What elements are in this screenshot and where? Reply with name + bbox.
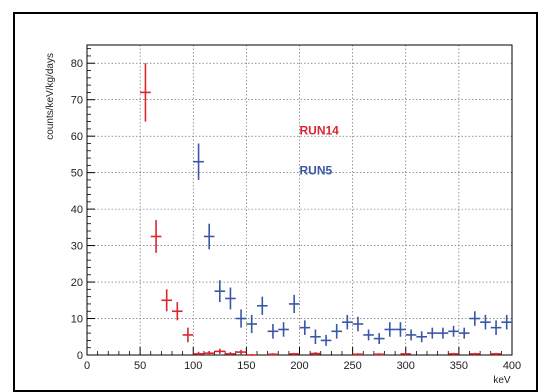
y-tick-label: 0 — [77, 350, 83, 362]
x-tick-label: 200 — [290, 360, 308, 372]
data-point — [278, 322, 289, 337]
data-point — [469, 352, 481, 355]
data-point — [214, 348, 226, 354]
x-tick-label: 50 — [134, 360, 146, 372]
data-point — [214, 280, 226, 303]
data-point — [400, 352, 412, 355]
data-point — [225, 287, 236, 310]
series-run14 — [140, 63, 502, 356]
y-tick-label: 10 — [71, 314, 83, 326]
x-tick-label: 250 — [343, 360, 361, 372]
x-tick-label: 400 — [503, 360, 521, 372]
data-point — [352, 353, 364, 356]
y-axis-label: counts/keV/kg/days — [45, 53, 56, 140]
data-point — [288, 352, 300, 355]
data-point — [331, 324, 342, 339]
data-point — [225, 352, 236, 355]
data-point — [267, 324, 279, 339]
data-point — [490, 352, 502, 355]
data-point — [395, 322, 406, 337]
y-tick-label: 70 — [71, 95, 83, 107]
data-point — [427, 327, 438, 339]
data-point — [458, 327, 470, 339]
chart-plot: 0 50 100 150 200 250 300 350 400 0 10 20 30 40 50 60 70 8… — [45, 44, 521, 386]
data-point — [235, 309, 247, 328]
x-tick-label: 150 — [237, 360, 255, 372]
x-tick-label: 350 — [450, 360, 468, 372]
data-layer — [140, 63, 512, 356]
y-tick-label: 40 — [71, 204, 83, 216]
data-point — [342, 314, 353, 330]
x-tick-label: 0 — [84, 360, 90, 372]
data-point — [246, 353, 257, 356]
x-tick-label: 300 — [397, 360, 415, 372]
data-point — [320, 334, 332, 346]
data-point — [310, 329, 321, 345]
data-point — [203, 350, 215, 355]
data-point — [246, 314, 257, 334]
data-point — [193, 143, 204, 180]
data-point — [161, 289, 172, 312]
y-tick-label: 50 — [71, 168, 83, 180]
data-point — [150, 220, 162, 253]
data-point — [140, 63, 151, 122]
data-point — [193, 351, 204, 355]
data-point — [416, 331, 427, 343]
data-point — [373, 333, 385, 345]
grid — [86, 45, 513, 356]
series-run5 — [193, 143, 512, 346]
data-point — [352, 316, 364, 332]
legend-run5: RUN5 — [300, 163, 333, 177]
data-point — [501, 314, 512, 330]
chart-frame: 0 50 100 150 200 250 300 350 400 0 10 20 30 40 50 60 70 8… — [13, 12, 538, 392]
data-point — [182, 327, 194, 343]
data-point — [257, 296, 268, 315]
data-point — [384, 322, 396, 337]
data-point — [448, 352, 459, 355]
x-axis-label: keV — [493, 375, 511, 386]
data-point — [310, 352, 321, 355]
data-point — [235, 349, 247, 355]
axis-ticks: 0 50 100 150 200 250 300 350 400 0 10 20 30 40 50 60 70 8… — [71, 48, 521, 372]
y-tick-label: 20 — [71, 277, 83, 289]
y-tick-label: 80 — [71, 58, 83, 70]
data-point — [490, 320, 502, 335]
data-point — [203, 223, 215, 250]
data-point — [363, 329, 374, 341]
data-point — [267, 353, 279, 356]
data-point — [299, 320, 311, 335]
data-point — [480, 314, 491, 330]
data-point — [469, 311, 481, 326]
legend-run14: RUN14 — [300, 123, 340, 137]
data-point — [373, 353, 385, 356]
data-point — [437, 327, 449, 339]
y-tick-label: 60 — [71, 131, 83, 143]
data-point — [448, 325, 459, 337]
data-point — [172, 302, 183, 321]
y-tick-label: 30 — [71, 241, 83, 253]
x-tick-label: 100 — [184, 360, 202, 372]
data-point — [405, 329, 417, 341]
data-point — [288, 294, 300, 314]
